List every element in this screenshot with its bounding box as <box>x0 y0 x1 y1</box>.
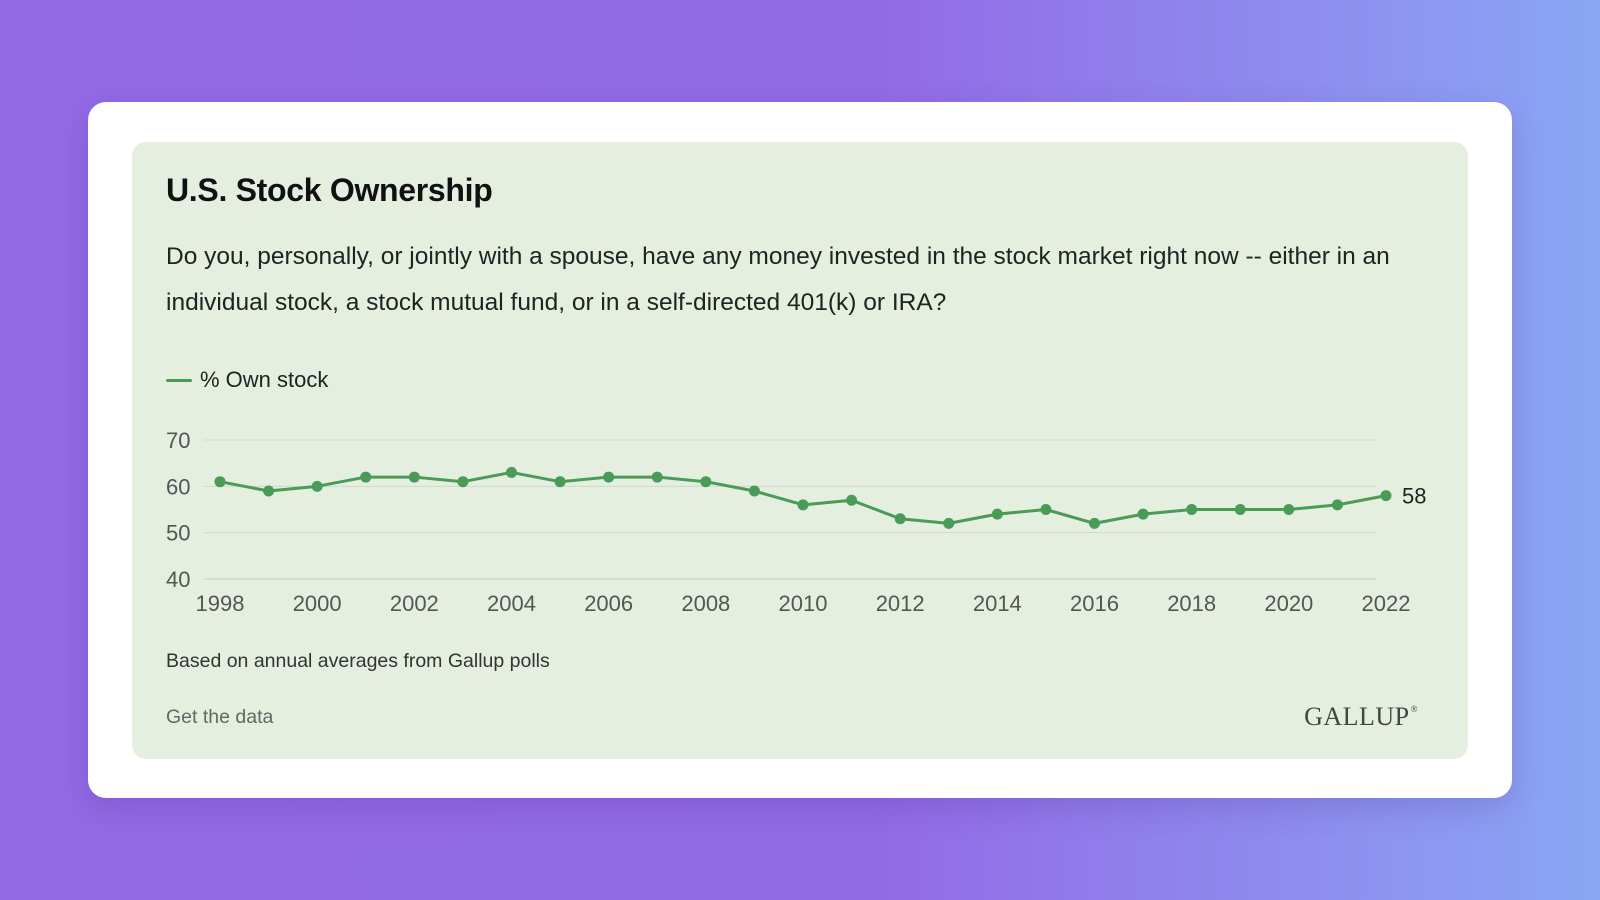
x-tick-label: 2008 <box>681 591 730 616</box>
data-point <box>1380 490 1392 502</box>
data-point <box>1137 508 1149 520</box>
data-point <box>1331 499 1343 511</box>
chart-card: U.S. Stock Ownership Do you, personally,… <box>132 142 1468 759</box>
series-line <box>218 470 1388 525</box>
x-tick-label: 2010 <box>779 591 828 616</box>
data-point <box>263 485 275 497</box>
data-point <box>506 466 517 478</box>
x-tick-label: 2006 <box>584 591 633 616</box>
data-point <box>748 485 760 497</box>
chart-title: U.S. Stock Ownership <box>166 172 493 208</box>
data-point <box>554 476 566 488</box>
data-point <box>360 471 372 483</box>
x-tick-label: 2000 <box>293 591 342 616</box>
end-value-label: 58 <box>1402 484 1426 509</box>
legend: % Own stock <box>166 366 328 394</box>
x-tick-label: 2004 <box>487 591 536 616</box>
footnote: Based on annual averages from Gallup pol… <box>166 650 550 672</box>
y-tick-label: 50 <box>166 521 190 546</box>
outer-card: U.S. Stock Ownership Do you, personally,… <box>88 102 1512 798</box>
legend-label: % Own stock <box>200 367 329 392</box>
x-tick-label: 1998 <box>196 591 245 616</box>
data-point <box>991 508 1003 520</box>
x-tick-label: 2002 <box>390 591 439 616</box>
x-tick-label: 2022 <box>1362 591 1411 616</box>
data-point <box>797 499 809 511</box>
data-point <box>846 494 858 506</box>
data-point <box>408 471 420 483</box>
data-point <box>1234 504 1246 515</box>
y-tick-label: 40 <box>166 567 190 592</box>
data-point <box>214 476 226 488</box>
data-point <box>603 471 615 483</box>
data-point <box>1089 517 1100 529</box>
data-point <box>311 480 323 492</box>
x-tick-label: 2016 <box>1070 591 1119 616</box>
x-tick-label: 2012 <box>876 591 925 616</box>
legend-line-swatch <box>166 378 192 382</box>
data-point <box>1040 504 1052 515</box>
data-point <box>894 513 906 525</box>
x-tick-label: 2020 <box>1264 591 1313 616</box>
x-tick-label: 2014 <box>973 591 1022 616</box>
data-point <box>651 471 663 483</box>
data-point <box>1283 504 1295 515</box>
y-tick-label: 60 <box>166 474 190 499</box>
x-tick-label: 2018 <box>1167 591 1216 616</box>
survey-question: Do you, personally, or jointly with a sp… <box>166 243 1390 316</box>
get-the-data-link[interactable]: Get the data <box>166 706 274 728</box>
data-point <box>943 517 955 529</box>
data-point <box>700 476 712 488</box>
gallup-logo: GALLUP® <box>1304 702 1418 731</box>
y-tick-label: 70 <box>166 428 190 453</box>
data-point <box>457 476 469 488</box>
line-chart: 40 50 60 70 1998 2000 2002 2004 2006 2008 2010 2012… <box>166 428 1426 616</box>
data-point <box>1186 504 1198 515</box>
